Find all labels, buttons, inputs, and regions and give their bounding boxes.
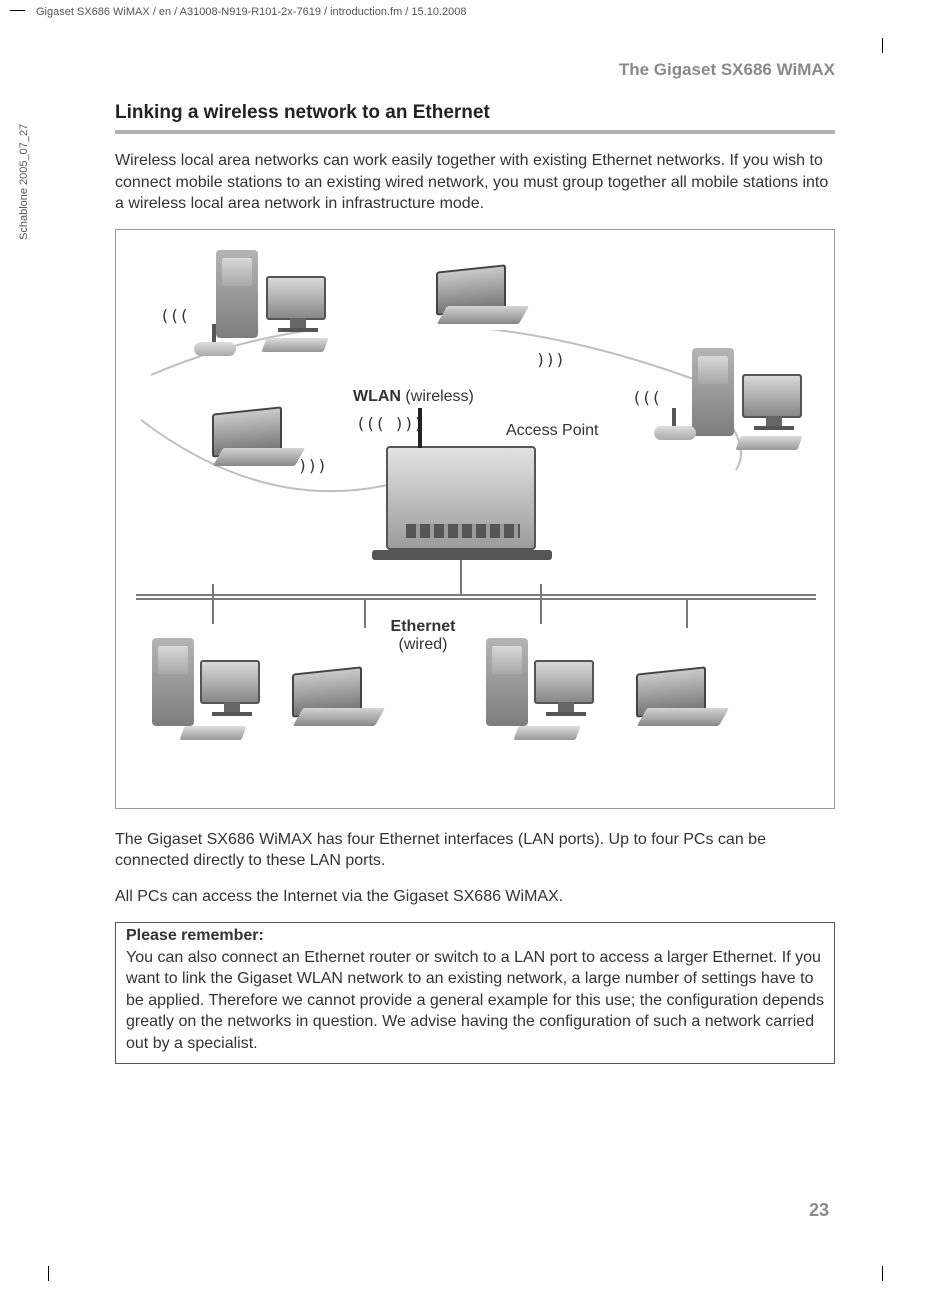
radio-wave-icon: ((( ))): [356, 414, 423, 433]
doc-path-header: Gigaset SX686 WiMAX / en / A31008-N919-R…: [36, 6, 466, 18]
radio-wave-icon: (((: [160, 306, 189, 325]
page-number: 23: [809, 1200, 829, 1221]
crop-mark: [882, 1266, 883, 1281]
monitor-icon: [742, 374, 802, 418]
radio-wave-icon: ))): [298, 456, 327, 475]
keyboard-icon: [261, 338, 328, 352]
desktop-tower-icon: [152, 638, 194, 726]
crop-mark: [882, 38, 883, 53]
section-rule: [115, 130, 835, 134]
radio-wave-icon: ))): [536, 350, 565, 369]
wlan-label: WLAN (wireless): [353, 388, 474, 406]
router-stand: [372, 550, 552, 560]
ethernet-drop-line: [212, 584, 214, 624]
desktop-tower-icon: [486, 638, 528, 726]
laptop-icon: [636, 670, 726, 726]
laptop-icon: [292, 670, 382, 726]
wifi-adapter-icon: [194, 342, 236, 356]
wifi-adapter-icon: [654, 426, 696, 440]
laptop-icon: [436, 268, 526, 324]
ethernet-link-line: [460, 560, 462, 594]
desktop-tower-icon: [216, 250, 258, 338]
crop-mark: [48, 1266, 49, 1281]
running-head: The Gigaset SX686 WiMAX: [115, 60, 835, 80]
radio-wave-icon: (((: [632, 388, 661, 407]
keyboard-icon: [179, 726, 246, 740]
note-body: You can also connect an Ethernet router …: [126, 947, 824, 1055]
ethernet-drop-line: [686, 598, 688, 628]
keyboard-icon: [735, 436, 802, 450]
crop-mark: [10, 10, 25, 11]
access-point-label: Access Point: [506, 422, 598, 440]
ethernet-label: Ethernet (wired): [378, 618, 468, 654]
template-label: Schablone 2005_07_27: [18, 124, 30, 240]
section-title: Linking a wireless network to an Etherne…: [115, 102, 835, 124]
ethernet-drop-line: [540, 584, 542, 624]
network-diagram: ((( ))) ((( ))) WLAN (wireless) Access P…: [115, 229, 835, 809]
ethernet-bus-line: [136, 594, 816, 596]
laptop-icon: [212, 410, 302, 466]
note-title: Please remember:: [126, 927, 824, 945]
body-paragraph: The Gigaset SX686 WiMAX has four Etherne…: [115, 829, 835, 872]
desktop-tower-icon: [692, 348, 734, 436]
router-icon: [386, 446, 536, 550]
ethernet-drop-line: [364, 598, 366, 628]
monitor-icon: [534, 660, 594, 704]
monitor-icon: [200, 660, 260, 704]
ethernet-bus-line: [136, 598, 816, 600]
monitor-icon: [266, 276, 326, 320]
body-paragraph: All PCs can access the Internet via the …: [115, 886, 835, 908]
page-content: The Gigaset SX686 WiMAX Linking a wirele…: [115, 60, 835, 1064]
intro-paragraph: Wireless local area networks can work ea…: [115, 150, 835, 215]
keyboard-icon: [513, 726, 580, 740]
note-box: Please remember: You can also connect an…: [115, 922, 835, 1064]
